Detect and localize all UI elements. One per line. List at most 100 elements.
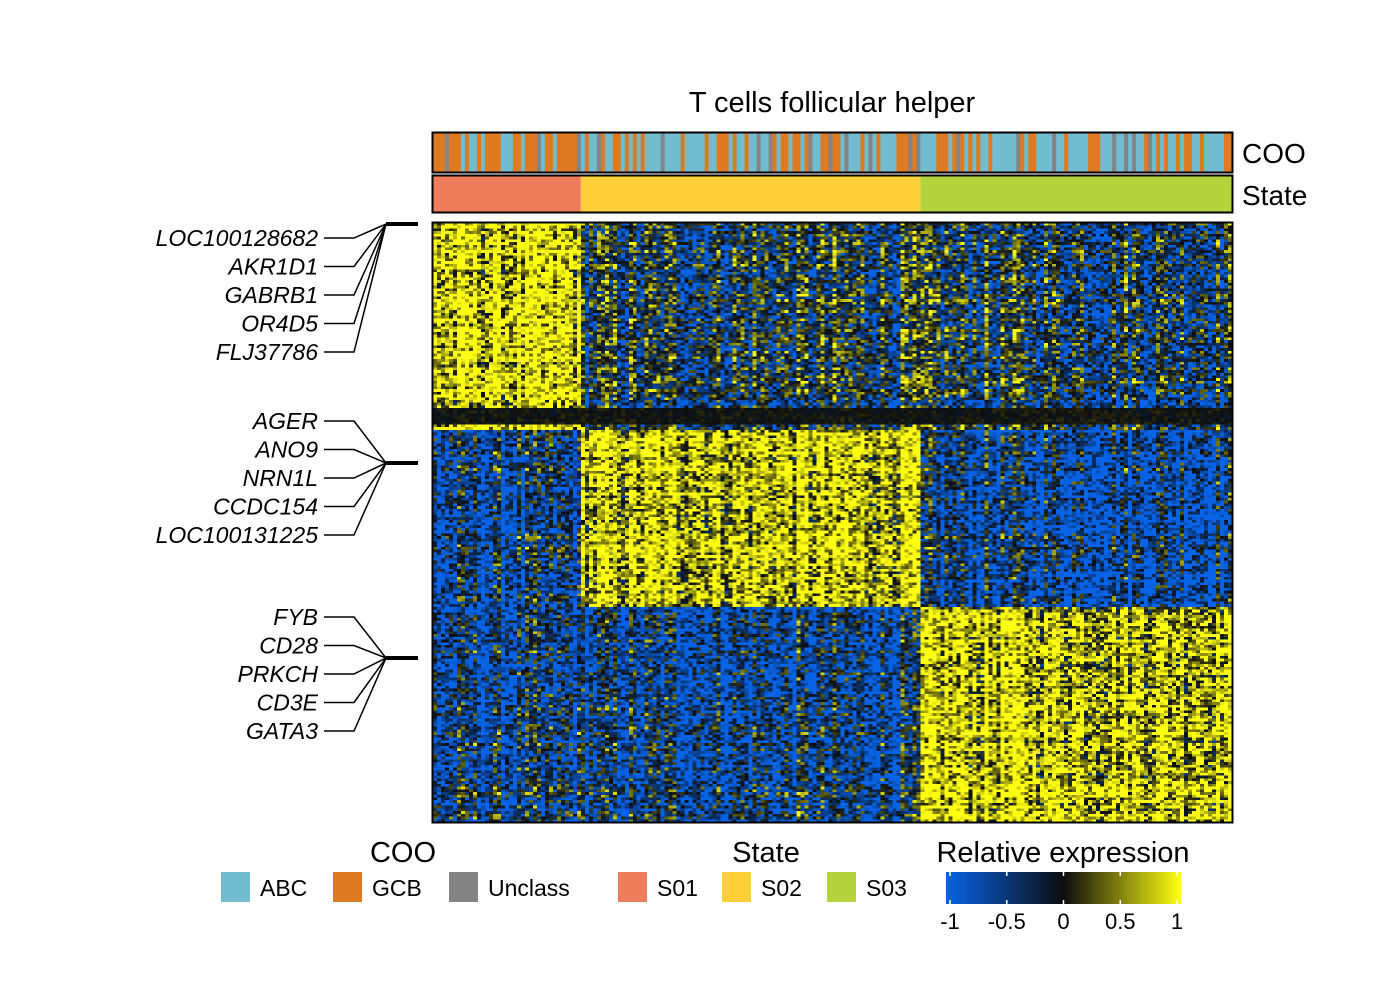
coo-cell bbox=[772, 133, 777, 172]
coo-cell bbox=[692, 133, 698, 172]
coo-cell bbox=[624, 133, 630, 172]
coo-cell bbox=[576, 133, 582, 172]
coo-cell bbox=[1000, 133, 1005, 172]
coo-cell bbox=[476, 133, 482, 172]
coo-cell bbox=[588, 133, 594, 172]
coo-cell bbox=[1028, 133, 1033, 172]
coo-cell bbox=[1220, 133, 1225, 172]
coo-cell bbox=[604, 133, 610, 172]
coo-cell bbox=[788, 133, 793, 172]
gene-label: OR4D5 bbox=[241, 311, 318, 337]
gene-label: FLJ37786 bbox=[216, 339, 319, 365]
coo-cell bbox=[656, 133, 662, 172]
coo-cell bbox=[1160, 133, 1165, 172]
coo-cell bbox=[892, 133, 897, 172]
coo-cell bbox=[1052, 133, 1057, 172]
coo-cell bbox=[1080, 133, 1085, 172]
colorbar-tick-label: -1 bbox=[940, 909, 960, 934]
gene-connector bbox=[324, 657, 387, 675]
coo-cell bbox=[1032, 133, 1037, 172]
coo-cell bbox=[704, 133, 710, 172]
state-segment bbox=[580, 176, 921, 212]
coo-cell bbox=[496, 133, 502, 172]
coo-cell bbox=[1068, 133, 1073, 172]
coo-cell bbox=[584, 133, 590, 172]
gene-connector bbox=[324, 223, 387, 353]
coo-cell bbox=[1224, 133, 1229, 172]
coo-cell bbox=[1004, 133, 1009, 172]
coo-cell bbox=[900, 133, 905, 172]
colorbar-tick-label: 1 bbox=[1171, 909, 1183, 934]
coo-cell bbox=[1088, 133, 1093, 172]
coo-cell bbox=[780, 133, 785, 172]
coo-cell bbox=[700, 133, 706, 172]
coo-cell bbox=[860, 133, 865, 172]
coo-annotation-track bbox=[433, 133, 1233, 172]
coo-cell bbox=[484, 133, 490, 172]
coo-cell bbox=[444, 133, 450, 172]
coo-cell bbox=[796, 133, 801, 172]
coo-cell bbox=[572, 133, 578, 172]
coo-cell bbox=[520, 133, 526, 172]
gene-connector bbox=[324, 657, 387, 704]
coo-cell bbox=[1128, 133, 1133, 172]
coo-cell bbox=[888, 133, 893, 172]
coo-cell bbox=[1096, 133, 1101, 172]
state-segment bbox=[920, 176, 1232, 212]
colorbar-tick-label: -0.5 bbox=[988, 909, 1026, 934]
coo-cell bbox=[672, 133, 678, 172]
coo-cell bbox=[1108, 133, 1113, 172]
coo-cell bbox=[836, 133, 841, 172]
coo-cell bbox=[1196, 133, 1201, 172]
gene-connector bbox=[324, 420, 387, 464]
gene-connector bbox=[324, 223, 387, 268]
coo-cell bbox=[680, 133, 686, 172]
coo-cell bbox=[1176, 133, 1181, 172]
state-track-label: State bbox=[1242, 180, 1307, 211]
gene-label: CD28 bbox=[259, 633, 318, 659]
coo-cell bbox=[1064, 133, 1069, 172]
coo-cell bbox=[820, 133, 825, 172]
coo-cell bbox=[568, 133, 574, 172]
coo-cell bbox=[844, 133, 849, 172]
coo-cell bbox=[676, 133, 682, 172]
coo-cell bbox=[1092, 133, 1097, 172]
colorbar bbox=[946, 872, 1181, 904]
coo-cell bbox=[548, 133, 554, 172]
coo-cell bbox=[696, 133, 702, 172]
coo-cell bbox=[1184, 133, 1189, 172]
coo-cell bbox=[532, 133, 538, 172]
coo-cell bbox=[1008, 133, 1013, 172]
coo-track-label: COO bbox=[1242, 138, 1306, 169]
coo-legend: ABC GCB Unclass bbox=[221, 872, 570, 902]
coo-track-border bbox=[431, 131, 1234, 174]
coo-cell bbox=[832, 133, 837, 172]
gene-connector bbox=[324, 616, 387, 659]
coo-cell bbox=[1200, 133, 1205, 172]
gene-connector bbox=[324, 462, 387, 479]
coo-cell bbox=[816, 133, 821, 172]
state-legend-label: S03 bbox=[866, 875, 907, 901]
coo-cell bbox=[536, 133, 542, 172]
gene-connector bbox=[324, 462, 387, 536]
coo-cell bbox=[564, 133, 570, 172]
coo-cell bbox=[1148, 133, 1153, 172]
coo-cell bbox=[516, 133, 522, 172]
coo-cell bbox=[848, 133, 853, 172]
coo-cell bbox=[1188, 133, 1193, 172]
coo-cell bbox=[928, 133, 933, 172]
coo-cell bbox=[488, 133, 494, 172]
coo-cell bbox=[1016, 133, 1021, 172]
gene-label: ANO9 bbox=[253, 437, 318, 463]
coo-cell bbox=[440, 133, 446, 172]
coo-cell bbox=[600, 133, 606, 172]
gene-connector bbox=[324, 657, 387, 732]
coo-cell bbox=[472, 133, 478, 172]
coo-cell bbox=[944, 133, 949, 172]
coo-cell bbox=[1116, 133, 1121, 172]
gene-connector bbox=[324, 223, 387, 239]
coo-cell bbox=[1156, 133, 1161, 172]
coo-cell bbox=[640, 133, 646, 172]
coo-cell bbox=[812, 133, 817, 172]
